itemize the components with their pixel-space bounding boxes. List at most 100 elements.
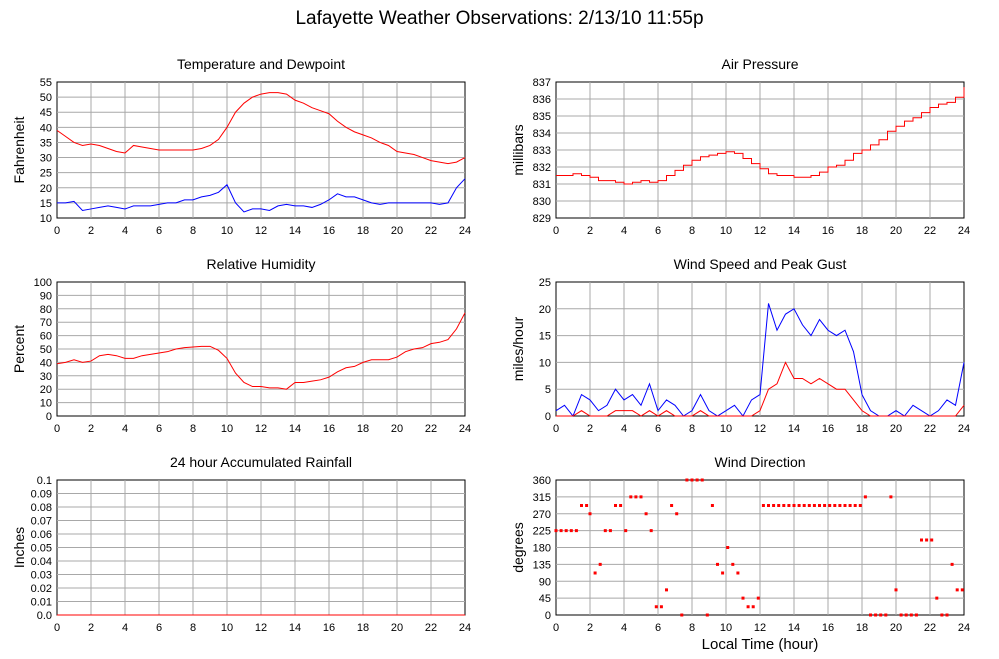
x-tick-label: 2 [88,622,94,634]
direction-point [569,529,573,533]
x-tick-label: 14 [289,622,301,634]
chart-title: Temperature and Dewpoint [177,56,345,72]
direction-point [710,504,714,507]
y-tick-label: 10 [40,213,52,225]
y-tick-label: 830 [533,196,551,208]
direction-point [884,613,888,617]
direction-point [807,504,811,507]
chart-title: Wind Speed and Peak Gust [674,256,847,272]
x-tick-label: 12 [754,622,766,634]
x-tick-label: 0 [553,622,559,634]
direction-point [585,504,589,507]
direction-point [593,571,597,575]
direction-point [580,504,583,507]
y-axis-label: degrees [510,522,526,573]
y-tick-label: 25 [539,277,551,289]
direction-point [823,504,827,507]
x-tick-label: 22 [425,622,437,634]
direction-point [665,588,668,592]
y-tick-label: 80 [40,304,52,316]
y-tick-label: 832 [533,162,551,174]
x-tick-label: 6 [156,225,162,237]
x-tick-label: 22 [924,622,936,634]
x-tick-label: 10 [720,423,732,435]
x-tick-label: 18 [357,622,369,634]
y-tick-label: 836 [533,94,551,106]
y-tick-label: 30 [40,371,52,383]
direction-point [833,504,837,507]
x-tick-label: 24 [459,225,471,237]
direction-point [782,504,786,507]
y-tick-label: 0.0 [37,610,52,622]
direction-point [649,529,653,533]
y-tick-label: 90 [539,576,551,588]
y-axis-label: Fahrenheit [11,116,27,183]
y-tick-label: 50 [40,92,52,104]
x-tick-label: 10 [720,225,732,237]
x-tick-label: 24 [958,225,970,237]
x-tick-label: 10 [221,423,233,435]
direction-point [797,504,801,507]
x-tick-label: 4 [621,423,627,435]
direction-point [843,504,847,507]
y-tick-label: 10 [539,357,551,369]
y-tick-label: 835 [533,111,551,123]
x-tick-label: 6 [655,423,661,435]
y-tick-label: 0.06 [31,529,52,541]
series-line-1 [56,92,466,165]
direction-point [858,504,862,507]
x-tick-label: 14 [788,423,800,435]
direction-point [848,504,852,507]
y-tick-label: 15 [539,331,551,343]
series-line-1 [56,312,466,390]
y-axis-label: Inches [11,527,27,568]
y-tick-label: 60 [40,331,52,343]
direction-point [853,504,857,507]
chart-title: Air Pressure [721,56,798,72]
direction-point [559,529,563,533]
y-tick-label: 135 [533,559,551,571]
direction-point [828,504,832,507]
direction-point [574,529,578,533]
x-tick-label: 14 [289,423,301,435]
series-line-1 [555,303,965,417]
direction-point [904,613,908,617]
chart-title: 24 hour Accumulated Rainfall [170,454,352,470]
y-tick-label: 40 [40,122,52,134]
y-tick-label: 831 [533,179,551,191]
y-tick-label: 0.1 [37,475,52,487]
direction-point [767,504,770,507]
y-tick-label: 0.05 [31,543,52,555]
y-tick-label: 10 [40,398,52,410]
panel-rainfall: 0 2 4 6 8 10 12 14 16 18 20 22 240.00.010.020.030.04… [11,454,471,634]
x-tick-label: 14 [788,622,800,634]
panel-temperature-dewpoint: 0 2 4 6 8 10 12 14 16 18 20 22 241015202530354045505… [11,56,471,237]
direction-point [756,596,760,600]
direction-point [690,478,694,482]
direction-point [930,538,934,542]
direction-point [751,605,755,609]
direction-point [894,588,898,592]
direction-point [598,562,602,566]
y-tick-label: 100 [34,277,52,289]
x-tick-label: 18 [856,423,868,435]
series-line-2 [556,361,965,417]
y-axis-label: millibars [510,124,526,175]
x-tick-label: 6 [156,423,162,435]
y-axis-label: miles/hour [510,316,526,381]
x-tick-label: 10 [720,622,732,634]
x-tick-label: 24 [958,622,970,634]
direction-point [716,562,719,566]
direction-point [685,478,689,482]
x-tick-label: 22 [924,225,936,237]
direction-point [614,504,617,507]
x-tick-label: 8 [190,622,196,634]
x-tick-label: 8 [689,622,695,634]
x-tick-label: 12 [754,225,766,237]
y-tick-label: 270 [533,509,551,521]
y-tick-label: 0.09 [31,489,52,501]
direction-point [731,562,735,566]
x-tick-label: 18 [357,225,369,237]
y-tick-label: 225 [533,526,551,538]
y-tick-label: 20 [40,183,52,195]
